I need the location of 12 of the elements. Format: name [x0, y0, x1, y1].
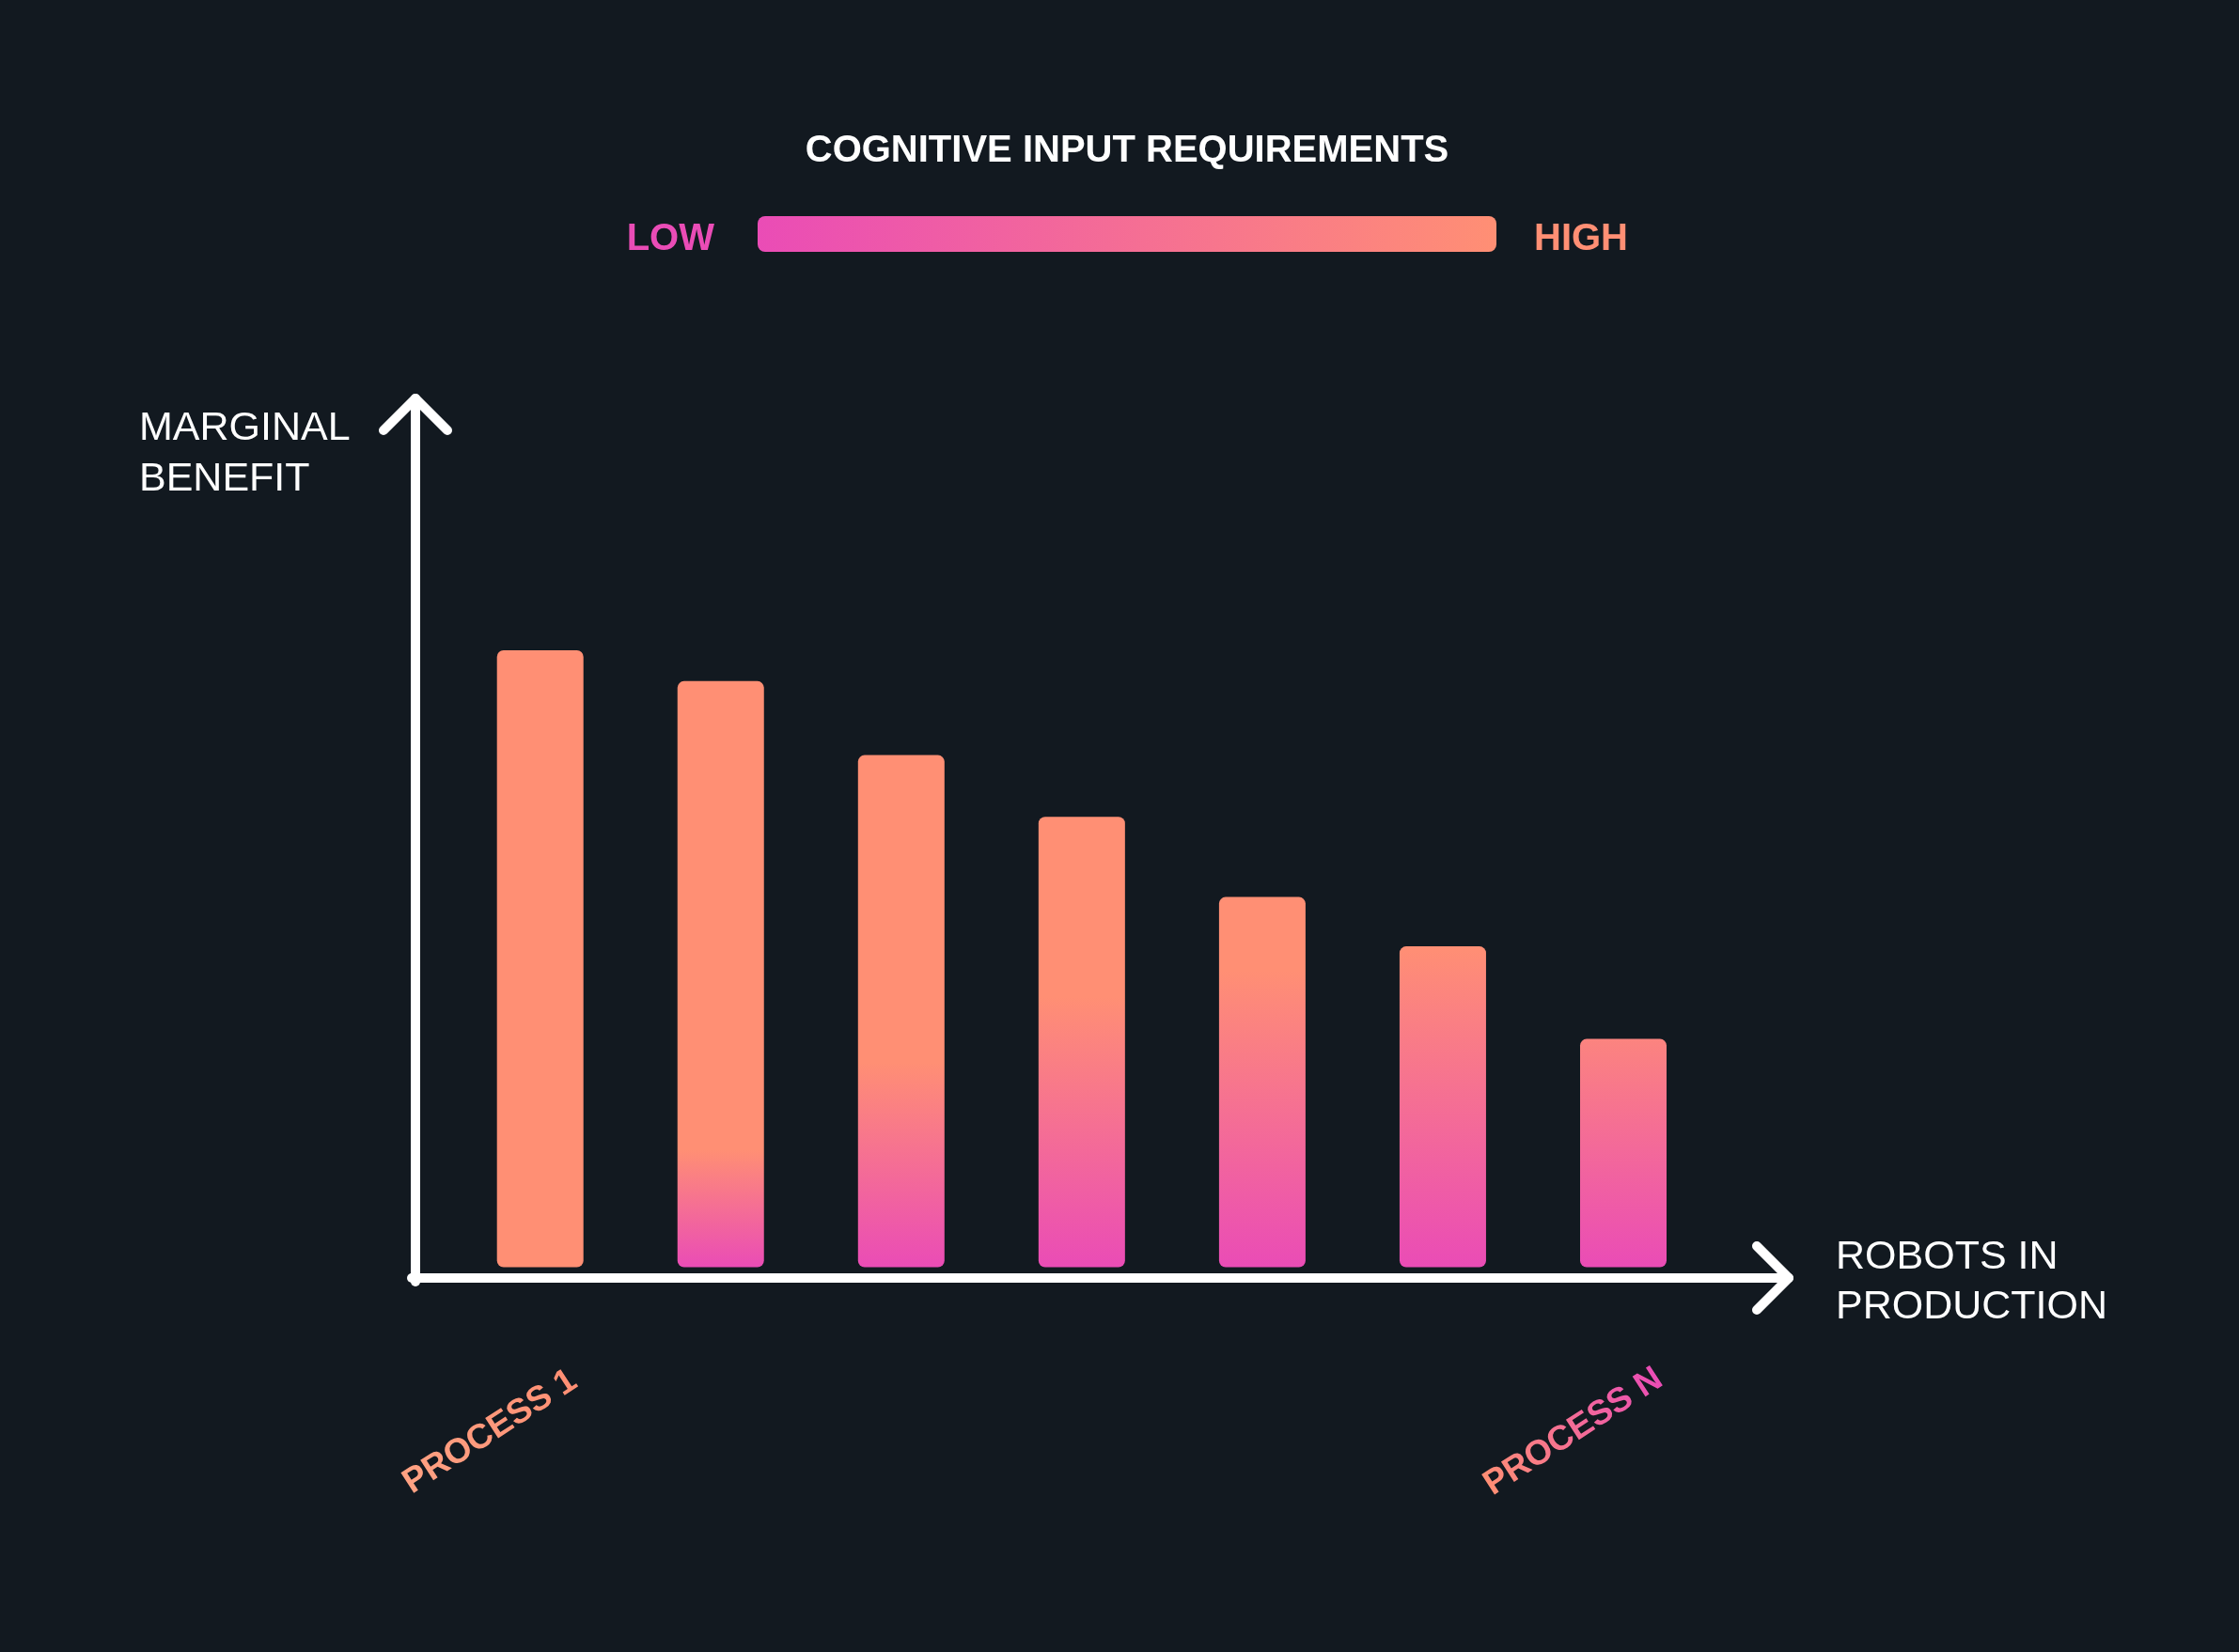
- bar: [1218, 896, 1306, 1268]
- bar: [857, 755, 945, 1268]
- bar: [1399, 946, 1486, 1268]
- color-bar-title: COGNITIVE INPUT REQUIREMENTS: [805, 128, 1449, 169]
- text: HIGH: [1534, 216, 1628, 257]
- text: LOW: [626, 216, 715, 257]
- bar: [1038, 817, 1125, 1268]
- bar: [1580, 1038, 1667, 1268]
- bar: [677, 680, 764, 1268]
- x-axis-title: ROBOTS IN PRODUCTION: [1836, 1232, 2108, 1327]
- bar: [496, 650, 584, 1268]
- y-axis-title: MARGINAL BENEFIT: [139, 403, 351, 499]
